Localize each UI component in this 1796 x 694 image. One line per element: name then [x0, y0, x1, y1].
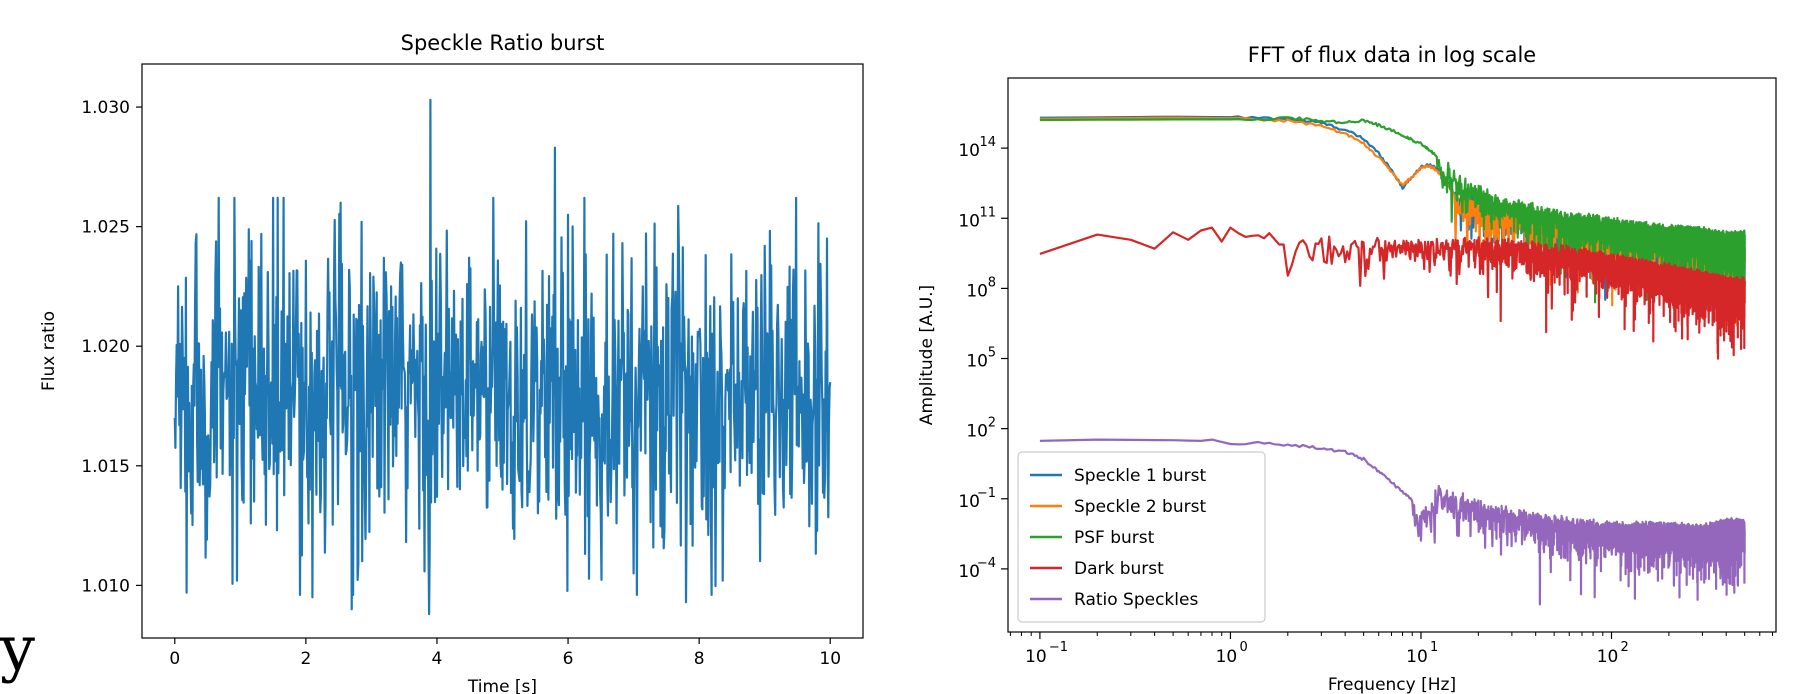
- x-tick-label: 10: [1216, 647, 1238, 667]
- y-tick-exponent: 8: [988, 275, 996, 290]
- x-tick-exponent: 2: [1621, 640, 1629, 655]
- x-tick-exponent: 0: [1239, 640, 1247, 655]
- y-tick-label: 10: [958, 492, 980, 512]
- y-tick-exponent: 11: [979, 205, 996, 220]
- x-tick-exponent: −1: [1049, 640, 1068, 655]
- y-tick-exponent: 5: [988, 346, 996, 361]
- x-tick-exponent: 1: [1430, 640, 1438, 655]
- stray-glyph: y: [0, 612, 36, 685]
- y-tick-label: 1.015: [81, 457, 130, 477]
- y-tick-label: 1.030: [81, 98, 130, 118]
- y-tick-exponent: −4: [977, 556, 996, 571]
- y-tick-label: 1.025: [81, 218, 130, 238]
- y-axis-label: Amplitude [A.U.]: [917, 285, 937, 425]
- x-tick-label: 10: [1597, 647, 1619, 667]
- legend-entry: Speckle 2 burst: [1074, 497, 1206, 517]
- x-axis-label: Frequency [Hz]: [1328, 675, 1456, 694]
- axes-frame: [1007, 77, 1777, 633]
- y-tick-label: 10: [966, 422, 988, 442]
- legend-entry: Dark burst: [1074, 559, 1164, 579]
- y-tick-label: 1.010: [81, 576, 130, 596]
- legend-entry: PSF burst: [1074, 528, 1155, 548]
- chart-title: FFT of flux data in log scale: [1248, 43, 1536, 67]
- x-tick-label: 8: [694, 649, 705, 669]
- chart-speckle-ratio: Speckle Ratio burst 0 2 4 6 8 10 1.0101.0151.…: [39, 31, 864, 694]
- y-tick-label: 10: [958, 211, 980, 231]
- x-tick-label: 10: [819, 649, 841, 669]
- series-line-ratio-speckles: [1039, 438, 1746, 606]
- plot-area: [173, 98, 832, 616]
- legend-entry: Ratio Speckles: [1074, 590, 1198, 610]
- y-tick-label: 1.020: [81, 337, 130, 357]
- chart-title: Speckle Ratio burst: [401, 31, 605, 55]
- x-tick-label: 10: [1406, 647, 1428, 667]
- y-tick-label: 10: [958, 562, 980, 582]
- legend: Speckle 1 burst Speckle 2 burst PSF burst D…: [1017, 451, 1266, 623]
- x-tick-label: 10: [1025, 647, 1047, 667]
- legend-box: [1017, 451, 1266, 623]
- x-tick-label: 4: [432, 649, 443, 669]
- x-axis-ticks: 10 −1 10 0 10 1 10 2: [1009, 632, 1774, 667]
- plot-area: [1039, 115, 1746, 606]
- y-axis-label: Flux ratio: [39, 311, 59, 391]
- x-axis-ticks: 0 2 4 6 8 10: [169, 638, 841, 669]
- y-tick-label: 10: [958, 141, 980, 161]
- y-tick-exponent: 14: [979, 135, 996, 150]
- axes-frame: [141, 63, 864, 639]
- x-axis-label: Time [s]: [467, 677, 537, 694]
- y-tick-label: 10: [966, 281, 988, 301]
- y-axis-ticks: 1.010 1.015 1.020 1.025 1.030: [81, 98, 142, 596]
- x-tick-label: 2: [300, 649, 311, 669]
- legend-entry: Speckle 1 burst: [1074, 466, 1206, 486]
- series-line-flux-ratio: [173, 98, 832, 616]
- series-line-psf-burst: [1039, 116, 1746, 309]
- chart-fft-log: FFT of flux data in log scale 10 −1 10 0 10 1…: [917, 43, 1777, 694]
- series-line-dark-burst: [1039, 226, 1746, 360]
- y-tick-label: 10: [966, 352, 988, 372]
- y-tick-exponent: −1: [977, 486, 996, 501]
- x-tick-label: 6: [563, 649, 574, 669]
- y-tick-exponent: 2: [988, 416, 996, 431]
- x-tick-label: 0: [169, 649, 180, 669]
